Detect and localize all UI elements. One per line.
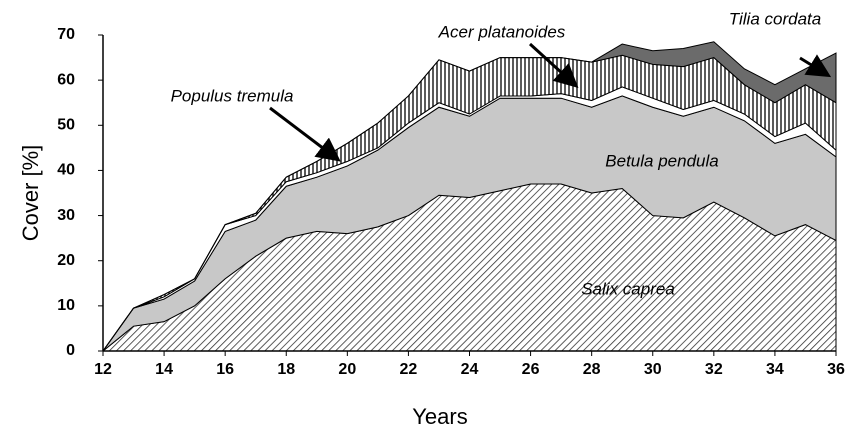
y-tick-label: 0 — [66, 342, 75, 359]
x-tick-label: 30 — [644, 361, 662, 378]
label-arrow — [528, 42, 579, 89]
x-tick-label: 14 — [155, 361, 173, 378]
y-tick-label: 70 — [57, 26, 75, 43]
x-tick-label: 34 — [766, 361, 784, 378]
label-arrow — [799, 54, 832, 78]
area — [102, 41, 837, 352]
x-tick-label: 22 — [400, 361, 418, 378]
x-tick-label: 18 — [277, 361, 295, 378]
y-tick-label: 10 — [57, 297, 75, 314]
series-label: Populus tremula — [171, 86, 294, 105]
x-tick-label: 36 — [827, 361, 845, 378]
series-label: Acer platanoides — [438, 22, 566, 41]
y-tick-label: 40 — [57, 162, 75, 179]
series-label: Tilia cordata — [729, 9, 821, 28]
x-tick-label: 28 — [583, 361, 601, 378]
y-axis-label: Cover [%] — [18, 145, 43, 242]
x-tick-label: 12 — [94, 361, 112, 378]
y-tick-label: 20 — [57, 252, 75, 269]
x-tick-label: 20 — [338, 361, 356, 378]
x-tick-label: 32 — [705, 361, 723, 378]
y-tick-label: 50 — [57, 117, 75, 134]
series-label: Betula pendula — [605, 151, 718, 170]
areas — [101, 41, 837, 352]
overlay: 0 10 20 30 40 50 60 70 12 14 16 18 20 22 24 26 28 30 32 34 3… — [57, 9, 845, 378]
x-axis-label: Years — [412, 404, 467, 429]
label-arrow — [269, 106, 341, 162]
x-tick-label: 24 — [461, 361, 479, 378]
y-tick-label: 60 — [57, 71, 75, 88]
series-label: Salix caprea — [581, 279, 675, 298]
x-tick-label: 16 — [216, 361, 234, 378]
x-tick-label: 26 — [522, 361, 540, 378]
y-tick-label: 30 — [57, 207, 75, 224]
